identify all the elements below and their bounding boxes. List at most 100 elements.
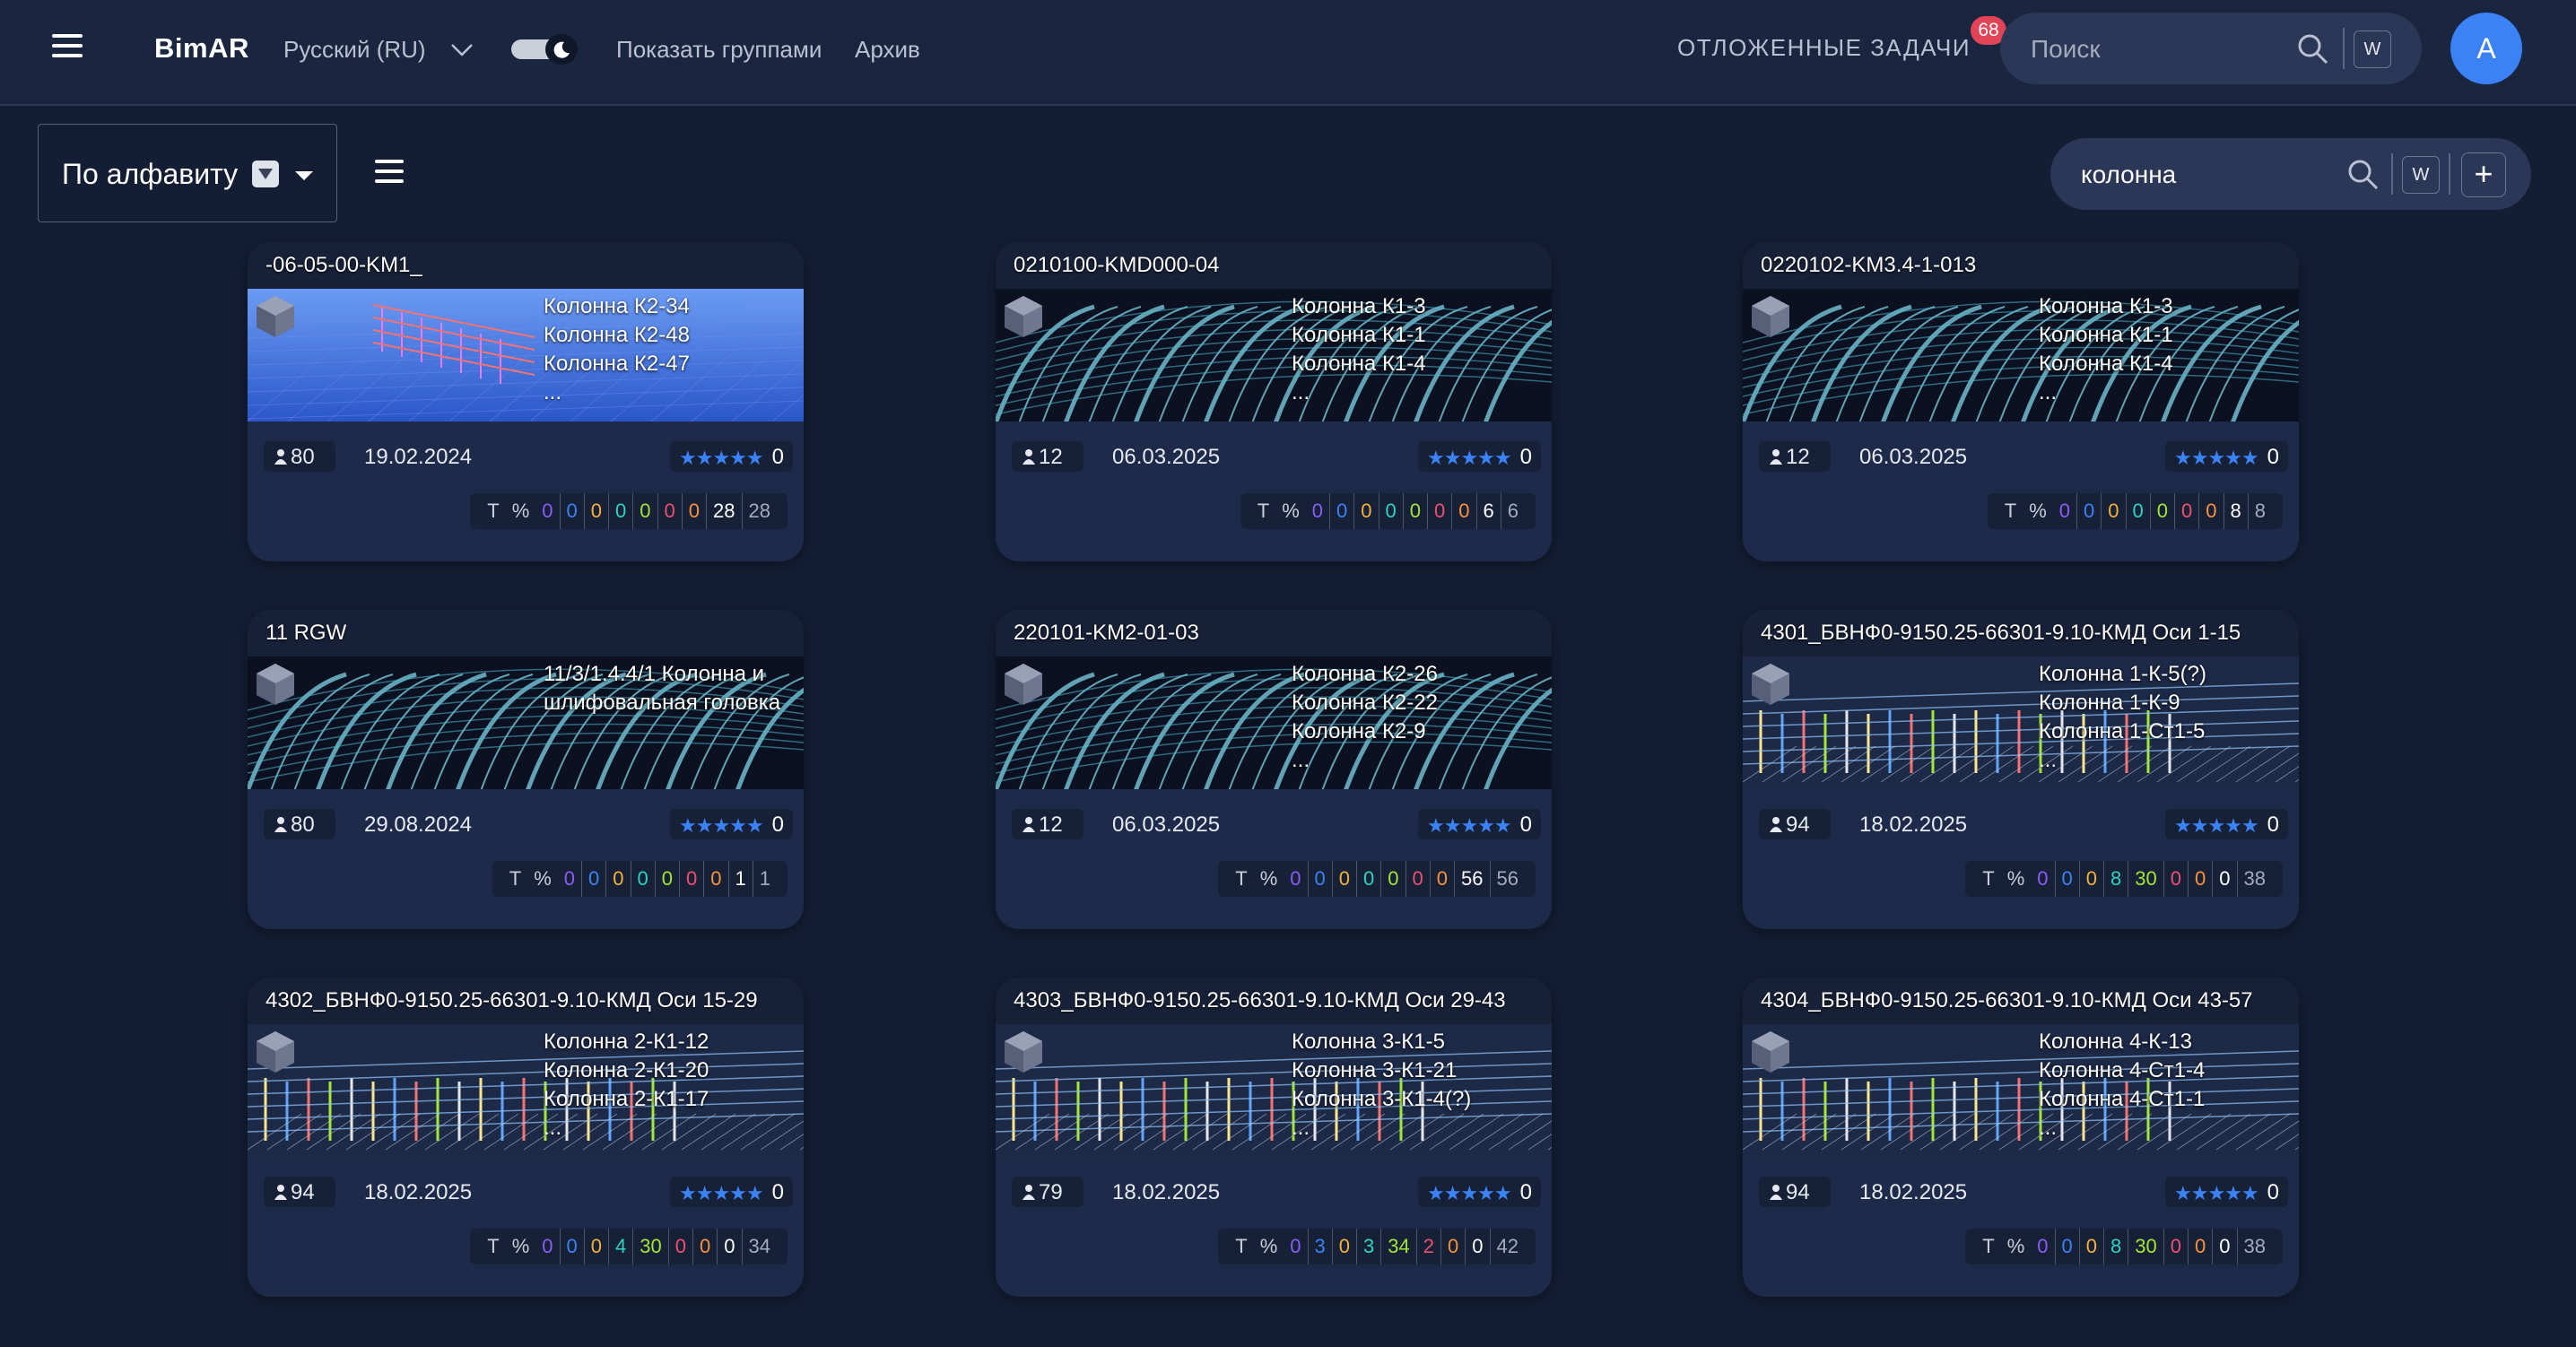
- task-counter: 0: [2078, 1229, 2103, 1264]
- task-counter: 4: [608, 1229, 632, 1264]
- card-title: 4302_БВНФ0-9150.25-66301-9.10-КМД Оси 15…: [265, 988, 758, 1012]
- add-project-button[interactable]: +: [2461, 152, 2506, 197]
- card-date: 18.02.2025: [1859, 1180, 1968, 1204]
- project-card[interactable]: Колонна К1-3 Колонна К1-1 Колонна К1-4... 0…: [1743, 242, 2299, 561]
- deferred-tasks-link[interactable]: ОТЛОЖЕННЫЕ ЗАДАЧИ: [1677, 34, 1971, 61]
- avatar[interactable]: A: [2450, 13, 2522, 84]
- counter-header: %: [511, 500, 530, 522]
- task-counter: 0: [559, 1229, 584, 1264]
- project-card[interactable]: 11/3/1.4.4/1 Колонна и шлифовальная голо…: [248, 610, 804, 929]
- cube-icon: [1750, 1030, 1791, 1079]
- card-date: 18.02.2025: [364, 1180, 473, 1204]
- task-counter: 0: [2054, 861, 2079, 897]
- task-counter: 0: [703, 861, 727, 897]
- show-groups-link[interactable]: Показать группами: [616, 36, 822, 63]
- project-search: W +: [2050, 138, 2531, 210]
- counter-header: Т: [1235, 867, 1248, 890]
- column-name: 11/3/1.4.4/1 Колонна и шлифовальная голо…: [544, 662, 781, 715]
- column-name: Колонна 2-К1-20: [544, 1058, 709, 1082]
- w-button[interactable]: W: [2354, 30, 2391, 68]
- project-search-input[interactable]: [2079, 154, 2352, 196]
- rating: ★★★★★ 0: [670, 809, 793, 839]
- user-icon: [1770, 1185, 1782, 1200]
- user-icon: [1770, 817, 1782, 832]
- rating-count: 0: [771, 1180, 784, 1204]
- task-counter: 2: [1415, 1229, 1440, 1264]
- model-thumbnail: Колонна 3-К1-5 Колонна 3-К1-21 Колонна 3-К…: [996, 1024, 1552, 1157]
- user-icon: [1023, 449, 1035, 465]
- task-counter: 0: [2212, 1229, 2236, 1264]
- brand-logo[interactable]: BimAR: [154, 32, 249, 64]
- cube-icon: [1750, 662, 1791, 711]
- task-counter: 34: [741, 1229, 777, 1264]
- task-counter: 0: [581, 861, 605, 897]
- column-list: 11/3/1.4.4/1 Колонна и шлифовальная голо…: [544, 660, 799, 717]
- search-icon[interactable]: [2346, 158, 2380, 192]
- task-counter: 28: [706, 493, 741, 529]
- rating: ★★★★★ 0: [2165, 441, 2288, 472]
- model-thumbnail: Колонна К1-3 Колонна К1-1 Колонна К1-4...: [996, 289, 1552, 421]
- project-card[interactable]: Колонна 1-К-5(?) Колонна 1-К-9 Колонна 1-С…: [1743, 610, 2299, 929]
- user-count: 94: [264, 1177, 335, 1207]
- chevron-down-icon: [451, 44, 473, 56]
- card-date: 06.03.2025: [1112, 445, 1221, 469]
- card-title: 4304_БВНФ0-9150.25-66301-9.10-КМД Оси 43…: [1761, 988, 2253, 1012]
- project-card[interactable]: Колонна К2-26 Колонна К2-22 Колонна К2-9..…: [996, 610, 1552, 929]
- column-name: ...: [1292, 1116, 1310, 1140]
- cube-icon: [255, 662, 296, 711]
- rating-count: 0: [1519, 445, 1532, 469]
- task-counter: 0: [2037, 1235, 2049, 1257]
- task-counter: 0: [608, 493, 632, 529]
- task-counter: 0: [679, 861, 703, 897]
- cube-icon: [1750, 294, 1791, 343]
- user-count: 94: [1759, 1177, 1831, 1207]
- task-counter: 0: [2076, 493, 2101, 529]
- top-search-input[interactable]: [2029, 29, 2302, 70]
- menu-icon[interactable]: [52, 34, 83, 61]
- project-card[interactable]: Колонна К2-34 Колонна К2-48 Колонна К2-47.…: [248, 242, 804, 561]
- task-counters: Т% 0 0 0 0 0 0 0 28 28: [470, 493, 788, 529]
- task-counter: 0: [654, 861, 679, 897]
- task-counter: 0: [542, 1235, 553, 1257]
- project-card[interactable]: Колонна 2-К1-12 Колонна 2-К1-20 Колонна 2-…: [248, 978, 804, 1297]
- list-view-icon[interactable]: [375, 160, 404, 187]
- rating-count: 0: [771, 813, 784, 837]
- w-button[interactable]: W: [2402, 156, 2440, 194]
- column-name: ...: [2039, 748, 2058, 772]
- card-date: 29.08.2024: [364, 813, 473, 837]
- star-icons: ★★★★★: [2174, 1182, 2259, 1204]
- cube-icon: [1003, 1030, 1044, 1079]
- star-icons: ★★★★★: [1427, 1182, 1512, 1204]
- search-icon[interactable]: [2296, 32, 2330, 66]
- column-name: Колонна 1-К-9: [2039, 691, 2180, 715]
- theme-toggle[interactable]: [511, 34, 581, 65]
- task-counter: 0: [1356, 861, 1380, 897]
- project-card[interactable]: Колонна К1-3 Колонна К1-1 Колонна К1-4... 0…: [996, 242, 1552, 561]
- column-name: ...: [544, 1116, 562, 1140]
- project-card[interactable]: Колонна 3-К1-5 Колонна 3-К1-21 Колонна 3-К…: [996, 978, 1552, 1297]
- column-name: Колонна 2-К1-12: [544, 1030, 709, 1054]
- task-counter: 0: [2163, 1229, 2188, 1264]
- model-thumbnail: Колонна 2-К1-12 Колонна 2-К1-20 Колонна 2-…: [248, 1024, 804, 1157]
- task-counter: 0: [717, 1229, 741, 1264]
- counter-header: %: [2006, 867, 2025, 890]
- top-bar: BimAR Русский (RU) Показать группами Арх…: [0, 0, 2576, 106]
- counter-header: Т: [487, 500, 500, 522]
- task-counter: 1: [727, 861, 753, 897]
- user-count: 94: [1759, 809, 1831, 839]
- user-icon: [274, 817, 287, 832]
- task-counter: 56: [1489, 861, 1525, 897]
- task-counters: Т% 0 0 0 8 30 0 0 0 38: [1965, 1229, 2283, 1264]
- project-card[interactable]: Колонна 4-К-13 Колонна 4-Ст1-4 Колонна 4-С…: [1743, 978, 2299, 1297]
- task-counter: 0: [681, 493, 706, 529]
- sort-select[interactable]: По алфавиту: [38, 124, 337, 222]
- column-name: Колонна 3-К1-21: [1292, 1058, 1458, 1082]
- column-name: Колонна 4-Ст1-1: [2039, 1087, 2206, 1111]
- archive-link[interactable]: Архив: [855, 36, 920, 63]
- language-select[interactable]: Русский (RU): [283, 36, 473, 64]
- star-icons: ★★★★★: [679, 1182, 764, 1204]
- sort-label: По алфавиту: [62, 158, 239, 190]
- rating: ★★★★★ 0: [1418, 1177, 1541, 1207]
- model-thumbnail: Колонна К1-3 Колонна К1-1 Колонна К1-4...: [1743, 289, 2299, 421]
- task-counter: 3: [1307, 1229, 1332, 1264]
